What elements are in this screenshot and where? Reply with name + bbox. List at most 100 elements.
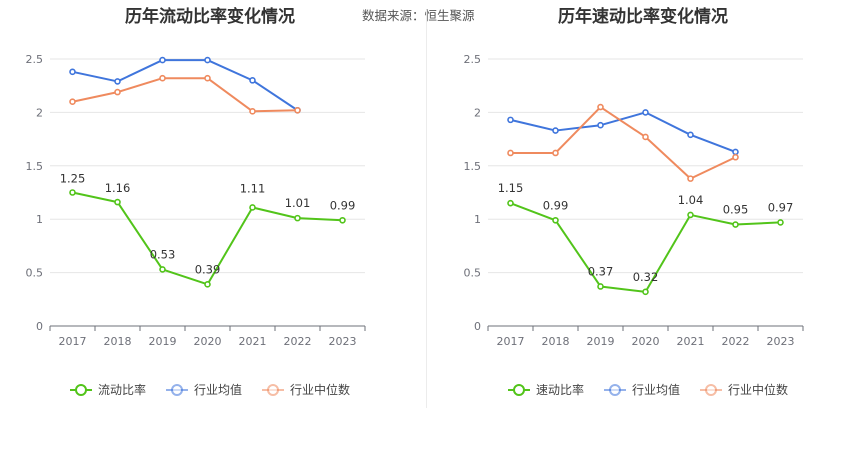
- legend-item-2[interactable]: 行业中位数: [262, 382, 350, 397]
- data-point: [642, 109, 649, 116]
- data-label: 0.97: [768, 200, 794, 214]
- data-point: [597, 103, 604, 111]
- data-point: [114, 78, 121, 85]
- data-point: [114, 88, 121, 96]
- y-tick-label: 0.5: [464, 267, 482, 280]
- legend-label: 流动比率: [98, 382, 146, 397]
- data-point: [732, 221, 739, 228]
- x-tick-label: 2023: [329, 335, 357, 348]
- data-label: 0.53: [150, 247, 176, 261]
- data-point: [597, 283, 604, 290]
- legend-item-1[interactable]: 行业均值: [604, 382, 680, 397]
- x-tick-label: 2019: [149, 335, 177, 348]
- data-label: 0.32: [633, 270, 659, 284]
- data-label: 1.16: [105, 181, 131, 195]
- legend-marker: [609, 384, 621, 396]
- data-label: 1.15: [498, 181, 524, 195]
- data-point: [777, 219, 784, 226]
- series-line-1: [510, 111, 736, 153]
- series-line-2: [72, 77, 298, 113]
- legend-marker: [75, 384, 87, 396]
- data-point: [294, 106, 301, 114]
- legend-item-0[interactable]: 流动比率: [70, 382, 146, 397]
- legend-label: 行业中位数: [290, 382, 350, 397]
- data-point: [552, 127, 559, 134]
- y-tick-label: 1: [474, 213, 481, 226]
- data-point: [597, 121, 604, 129]
- x-tick-label: 2020: [194, 335, 222, 348]
- data-point: [687, 175, 694, 182]
- legend-item-1[interactable]: 行业均值: [166, 382, 242, 397]
- data-point: [159, 56, 166, 64]
- chart-0: 0 0.5 1 1.5 2 2.5 2017 2018 2019 2020 2021 2022 2023…: [26, 53, 366, 397]
- y-tick-label: 0: [36, 320, 43, 333]
- source-label: 数据来源：: [362, 8, 425, 23]
- data-point: [159, 266, 166, 273]
- y-tick-label: 0: [474, 320, 481, 333]
- legend-marker: [705, 384, 717, 396]
- data-point: [507, 116, 514, 124]
- data-point: [687, 131, 694, 139]
- legend-marker: [513, 384, 525, 396]
- y-tick-label: 2.5: [26, 53, 44, 66]
- data-point: [249, 204, 256, 211]
- data-label: 1.01: [285, 196, 311, 210]
- right-chart-title: 历年速动比率变化情况: [558, 7, 728, 27]
- data-point: [732, 148, 739, 156]
- x-tick-label: 2021: [677, 335, 705, 348]
- legend-item-0[interactable]: 速动比率: [508, 382, 584, 397]
- data-point: [249, 77, 256, 84]
- data-point: [642, 133, 649, 141]
- data-label: 1.04: [678, 193, 704, 207]
- x-tick-label: 2017: [497, 335, 525, 348]
- data-label: 1.25: [60, 172, 86, 186]
- legend-item-2[interactable]: 行业中位数: [700, 382, 788, 397]
- x-tick-label: 2022: [722, 335, 750, 348]
- y-tick-label: 1.5: [464, 160, 482, 173]
- legend-marker: [171, 384, 183, 396]
- data-point: [249, 108, 256, 115]
- series-line-1: [72, 59, 299, 112]
- y-tick-label: 1: [36, 213, 43, 226]
- legend-label: 速动比率: [536, 382, 584, 397]
- data-label: 0.95: [723, 203, 749, 217]
- data-point: [114, 198, 121, 206]
- data-point: [159, 74, 166, 82]
- legend-label: 行业均值: [632, 382, 680, 397]
- y-tick-label: 0.5: [26, 267, 44, 280]
- data-point: [339, 216, 346, 224]
- x-tick-label: 2017: [59, 335, 87, 348]
- x-tick-label: 2020: [632, 335, 660, 348]
- x-tick-label: 2018: [104, 335, 132, 348]
- data-source: 数据来源：恒生聚源: [362, 5, 475, 24]
- data-point: [69, 98, 76, 106]
- x-tick-label: 2019: [587, 335, 615, 348]
- y-tick-label: 2.5: [464, 53, 482, 66]
- legend-label: 行业均值: [194, 382, 242, 397]
- data-point: [687, 211, 694, 219]
- data-point: [732, 153, 739, 161]
- legend-label: 行业中位数: [728, 382, 788, 397]
- data-label: 1.11: [240, 181, 266, 195]
- data-point: [204, 281, 211, 288]
- data-point: [69, 189, 76, 196]
- chart-1: 0 0.5 1 1.5 2 2.5 2017 2018 2019 2020 2021 2022 2023…: [464, 53, 804, 397]
- legend-marker: [267, 384, 279, 396]
- data-label: 0.39: [195, 262, 221, 276]
- data-point: [642, 288, 649, 296]
- data-point: [507, 199, 514, 207]
- data-point: [507, 149, 514, 157]
- data-label: 0.37: [588, 264, 614, 278]
- x-tick-label: 2021: [239, 335, 267, 348]
- y-tick-label: 2: [474, 106, 481, 119]
- source-name: 恒生聚源: [424, 8, 475, 23]
- y-tick-label: 2: [36, 106, 43, 119]
- data-point: [204, 56, 211, 64]
- left-chart-title: 历年流动比率变化情况: [125, 7, 295, 27]
- chart-divider: [426, 10, 427, 408]
- data-label: 0.99: [543, 198, 569, 212]
- y-tick-label: 1.5: [26, 160, 44, 173]
- x-tick-label: 2018: [542, 335, 570, 348]
- x-tick-label: 2022: [284, 335, 312, 348]
